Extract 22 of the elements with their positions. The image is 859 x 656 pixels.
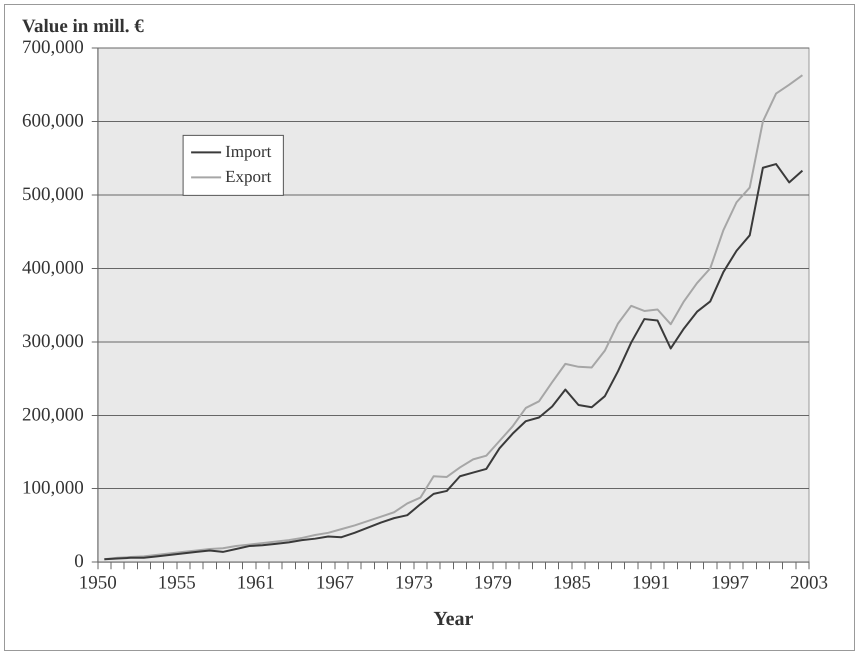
x-tick-label: 1950 — [78, 572, 117, 594]
x-tick-label: 1955 — [158, 572, 196, 594]
x-tick-label: 1973 — [394, 572, 433, 594]
x-tick-label: 1967 — [316, 572, 354, 594]
y-axis-title: Value in mill. € — [22, 16, 144, 37]
x-tick-label: 1985 — [552, 572, 591, 594]
x-tick-label: 1961 — [236, 572, 275, 594]
y-tick-label: 400,000 — [22, 257, 84, 278]
y-tick-label: 300,000 — [22, 330, 84, 352]
x-tick-label: 1979 — [474, 572, 512, 594]
y-tick-label: 100,000 — [22, 478, 84, 499]
y-tick-label: 700,000 — [22, 36, 84, 58]
x-tick-label: 2003 — [790, 572, 828, 594]
x-tick-label: 1991 — [632, 572, 670, 594]
legend-label: Export — [225, 166, 272, 186]
y-tick-label: 0 — [74, 551, 84, 572]
legend-label: Import — [225, 142, 272, 161]
x-tick-label: 1997 — [710, 572, 749, 594]
y-tick-label: 200,000 — [22, 404, 84, 426]
x-axis-title: Year — [433, 608, 474, 630]
y-tick-label: 500,000 — [22, 184, 84, 205]
y-tick-label: 600,000 — [22, 110, 84, 132]
